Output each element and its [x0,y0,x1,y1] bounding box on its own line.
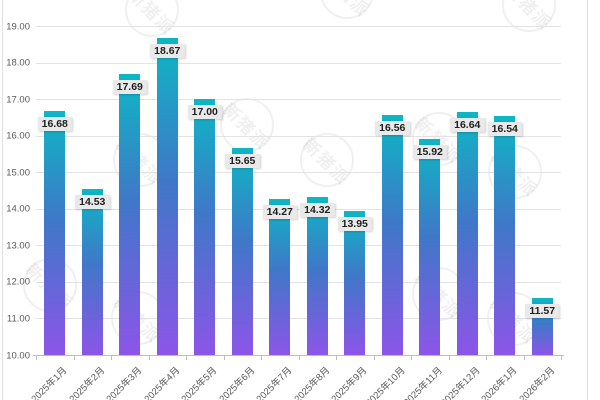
x-axis-tick [523,356,525,360]
x-axis-tick [336,356,337,360]
x-axis-category-label: 2025年10月 [363,365,408,400]
x-axis-category-label: 2026年1月 [479,365,520,400]
bar-value-label: 16.64 [450,118,485,133]
bar [456,112,478,355]
bar [119,73,141,355]
gridline [36,318,561,320]
watermark-stamp: 新猪派 [318,0,376,21]
watermark-stamp: 新猪派 [218,98,274,154]
x-axis-category-label: 2025年4月 [142,365,183,400]
y-axis-tick-label: 13.00 [6,240,30,252]
gridline [36,99,561,101]
bar [344,210,366,355]
x-axis-tick [186,356,187,360]
bar-value-label: 11.57 [525,303,560,318]
bar [194,99,216,355]
gridline [36,245,561,247]
bar-value-label: 16.54 [487,121,522,136]
x-axis-tick [111,356,112,360]
watermark-text: 新猪派 [298,134,353,189]
watermark-text: 新猪派 [123,0,178,39]
x-axis-tick [36,356,37,360]
x-axis-category-label: 2025年7月 [254,365,295,400]
x-axis-tick [148,356,150,360]
x-axis-category-label: 2025年5月 [179,365,220,400]
y-axis-tick-label: 15.00 [6,167,30,179]
x-axis-category-label: 2025年12月 [438,365,483,400]
gridline [36,281,561,283]
left-frame-border [2,0,3,400]
bar-value-label: 15.92 [412,144,447,159]
x-axis-tick [411,356,412,360]
watermark-text: 新猪派 [218,99,273,154]
bar [306,197,328,355]
watermark-stamp: 新猪派 [123,0,179,39]
y-axis-tick-label: 16.00 [6,130,30,142]
x-axis-category-label: 2025年2月 [67,365,108,400]
gridline [36,135,561,137]
bar-value-label: 18.67 [150,44,185,59]
x-axis-tick [561,356,562,360]
x-axis-tick [73,356,75,360]
bar [156,38,178,355]
x-axis-category-label: 2026年2月 [517,365,558,400]
bar-value-label: 15.65 [225,154,260,169]
bar [381,115,403,355]
bar-value-label: 13.95 [337,216,372,231]
bar-value-label: 16.56 [375,121,410,136]
x-axis-category-label: 2025年3月 [104,365,145,400]
x-axis-line [33,355,564,356]
watermark-stamp: 新猪派 [298,133,354,189]
bar [44,110,66,355]
bar [494,115,516,355]
gridline [36,172,561,174]
bar [231,148,253,355]
y-axis-tick-label: 19.00 [6,21,30,32]
x-axis-tick [223,356,225,360]
bar-value-label: 17.00 [187,105,222,120]
watermark-text: 新猪派 [318,0,376,21]
x-axis-tick [261,356,262,360]
x-axis-category-label: 2025年9月 [329,365,370,400]
x-axis-category-label: 2025年1月 [29,365,70,400]
gridline [36,208,561,210]
bar-value-label: 14.32 [300,203,335,218]
gridline [36,62,561,64]
x-axis-tick [448,356,450,360]
y-axis-tick-label: 11.00 [6,313,30,325]
bar [81,189,103,355]
x-axis-tick [298,356,300,360]
gridline [36,26,561,27]
x-axis-tick [373,356,375,360]
right-frame-border [587,0,588,400]
y-axis-tick-label: 14.00 [6,203,30,215]
y-axis-tick-label: 10.00 [6,350,30,361]
bar-value-label: 17.69 [112,79,147,94]
bar-value-label: 14.27 [262,204,297,219]
x-axis-tick [486,356,487,360]
x-axis-category-label: 2025年6月 [217,365,258,400]
x-axis-category-label: 2025年8月 [292,365,333,400]
y-axis-tick-label: 18.00 [6,57,30,69]
x-axis-category-label: 2025年11月 [401,365,445,400]
y-axis-tick-label: 17.00 [6,94,30,106]
watermark-text: 新猪派 [500,0,555,34]
y-axis-tick-label: 12.00 [6,276,30,288]
bar-value-label: 16.68 [37,116,72,131]
bar-value-label: 14.53 [75,195,110,210]
bar [419,138,441,355]
watermark-stamp: 新猪派 [500,0,556,34]
bar [269,198,291,355]
